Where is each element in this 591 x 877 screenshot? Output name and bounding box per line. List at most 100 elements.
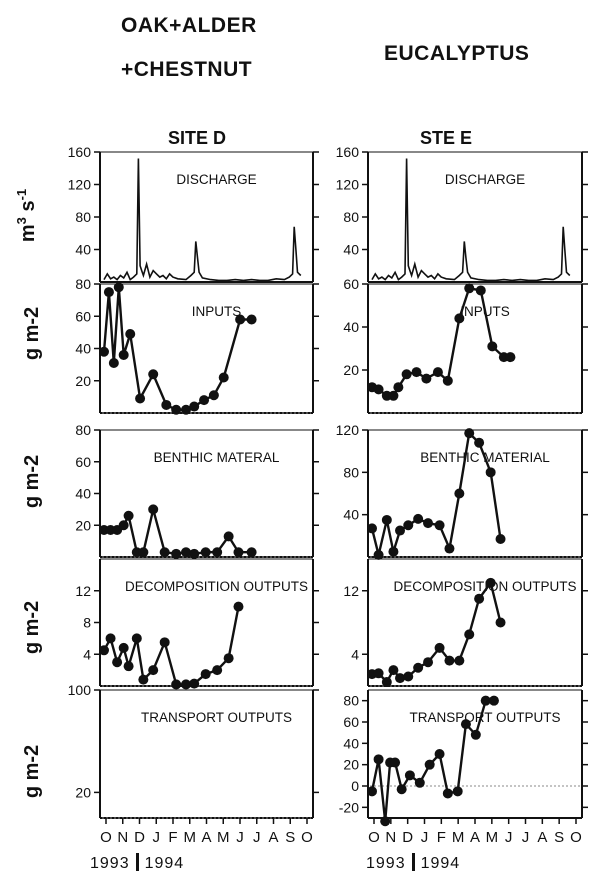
- site-e-panel-4-ytick-label: 20: [343, 757, 359, 773]
- site-e-panel-3-point-13: [485, 577, 496, 588]
- left-group-title-line2: +CHESTNUT: [121, 58, 253, 81]
- site-e-panel-2-point-4: [395, 525, 406, 536]
- month-label-0-8: J: [236, 829, 244, 846]
- site-d-panel-3-point-11: [189, 678, 200, 689]
- site-d-panel-3-point-13: [212, 665, 223, 676]
- site-e-panel-4-series-line: [370, 699, 494, 822]
- site-e-panel-3-ytick-label: 4: [351, 646, 359, 662]
- site-d-panel-3-point-1: [105, 633, 116, 644]
- site-e-panel-1-point-12: [475, 285, 486, 296]
- site-e-panel-1-point-10: [454, 313, 465, 324]
- right-group-title: EUCALYPTUS: [384, 42, 530, 65]
- site-e-panel-3-point-10: [454, 655, 465, 666]
- site-e-panel-2-point-7: [423, 518, 434, 529]
- month-label-0-7: M: [217, 829, 230, 846]
- left-site-title: SITE D: [168, 128, 227, 148]
- month-label-1-6: A: [470, 829, 480, 846]
- site-e-panel-3-point-12: [474, 593, 485, 604]
- site-d-panel-1-point-7: [148, 369, 159, 380]
- site-d-panel-2-point-11: [189, 548, 200, 559]
- site-e-panel-0-ytick-label: 40: [343, 242, 359, 258]
- year-1993-right: 1993: [366, 855, 406, 872]
- site-e-panel-3-point-2: [381, 677, 392, 688]
- site-e-panel-4-label: TRANSPORT OUTPUTS: [409, 710, 560, 725]
- site-d-panel-2-point-16: [246, 547, 257, 558]
- site-d-panel-2-ytick-label: 40: [75, 486, 91, 502]
- site-e-panel-4-point-10: [442, 788, 453, 799]
- site-e-panel-4-point-13: [470, 729, 481, 740]
- site-e-panel-4-point-7: [414, 777, 425, 788]
- site-d-panel-1-point-2: [108, 358, 119, 369]
- site-d-panel-3-ytick-label: 8: [83, 615, 91, 631]
- site-e-panel-1-point-4: [393, 382, 404, 393]
- site-d-panel-2-point-3: [118, 520, 129, 531]
- site-d-panel-2-point-15: [233, 547, 244, 558]
- site-e-panel-2-point-13: [485, 467, 496, 478]
- site-d-panel-2-point-14: [223, 531, 234, 542]
- site-e-panel-0-ytick-label: 160: [336, 144, 360, 160]
- site-d-panel-1-point-15: [235, 314, 246, 325]
- site-e-panel-4-point-6: [404, 770, 415, 781]
- site-e-panel-1-point-8: [432, 367, 443, 378]
- year-1994-right: 1994: [420, 855, 461, 872]
- month-label-0-3: J: [153, 829, 161, 846]
- site-e-panel-1-ytick-label: 20: [343, 362, 359, 378]
- site-d-panel-3-point-3: [118, 642, 129, 653]
- site-d-panel-3-point-9: [171, 679, 182, 690]
- left-group-title-line1: OAK+ALDER: [121, 14, 257, 37]
- site-e-panel-4-point-0: [367, 786, 377, 797]
- site-d-panel-3-point-0: [99, 645, 109, 656]
- site-d-panel-0-ytick-label: 120: [68, 177, 92, 193]
- site-e-panel-0-series-line: [371, 158, 571, 282]
- month-label-0-10: A: [268, 829, 278, 846]
- site-d-panel-4-label: TRANSPORT OUTPUTS: [141, 710, 292, 725]
- site-e-panel-3-point-7: [423, 657, 434, 668]
- site-d-panel-1-point-11: [189, 401, 200, 412]
- site-e-panel-4-point-1: [373, 754, 384, 765]
- site-d-panel-2-point-6: [138, 547, 149, 558]
- year-axis-right: 1993 1994: [366, 853, 460, 873]
- site-d-panel-1-point-3: [113, 282, 124, 293]
- site-d-panel-1-point-12: [199, 395, 210, 406]
- site-e-panel-2-point-14: [495, 534, 506, 545]
- site-e-panel-2-point-2: [381, 514, 392, 525]
- month-label-1-11: S: [554, 829, 564, 846]
- site-d-panel-2-point-8: [159, 547, 170, 558]
- site-e-panel-2-point-11: [464, 428, 475, 439]
- site-e-panel-4-point-11: [452, 786, 463, 797]
- site-e-panel-0-ytick-label: 80: [343, 209, 359, 225]
- site-e-panel-4-point-5: [396, 784, 407, 795]
- month-label-0-9: J: [253, 829, 261, 846]
- month-label-1-0: O: [368, 829, 380, 846]
- year-axis-left: 1993 1994: [90, 853, 184, 873]
- site-d-panel-2-label: BENTHIC MATERAL: [154, 450, 280, 465]
- site-d-panel-3-series-line: [102, 606, 240, 686]
- right-site-title: STE E: [420, 128, 473, 148]
- site-e-panel-2-point-8: [434, 520, 445, 531]
- month-label-0-1: N: [117, 829, 128, 846]
- site-e-panel-3-point-1: [373, 668, 384, 679]
- year-1994-left: 1994: [144, 855, 185, 872]
- month-label-0-4: F: [168, 829, 177, 846]
- site-e-panel-1-ytick-label: 40: [343, 319, 359, 335]
- site-e-panel-3-point-4: [395, 673, 406, 684]
- site-e-panel-2-ytick-label: 80: [343, 464, 359, 480]
- site-e-panel-4-ytick-label: 60: [343, 714, 359, 730]
- month-label-1-2: D: [402, 829, 413, 846]
- site-e-panel-4-point-2: [380, 816, 391, 827]
- site-d-panel-3-point-2: [112, 657, 123, 668]
- site-d-panel-4-ytick-label: 20: [75, 784, 91, 800]
- site-e-panel-2-ytick-label: 40: [343, 507, 359, 523]
- site-e-panel-0-label: DISCHARGE: [445, 172, 525, 187]
- site-e-panel-1-point-7: [421, 373, 432, 384]
- site-d-panel-4-ytick-label: 100: [68, 682, 92, 698]
- site-e-panel-2-point-0: [367, 523, 377, 534]
- site-e-panel-4-point-14: [480, 695, 491, 706]
- site-d-panel-2-ytick-label: 20: [75, 517, 91, 533]
- site-d-panel-3-point-10: [181, 679, 191, 690]
- site-d-panel-1-point-9: [171, 404, 182, 415]
- month-label-1-5: M: [452, 829, 465, 846]
- month-label-0-2: D: [134, 829, 145, 846]
- site-e-panel-3-point-9: [444, 655, 455, 666]
